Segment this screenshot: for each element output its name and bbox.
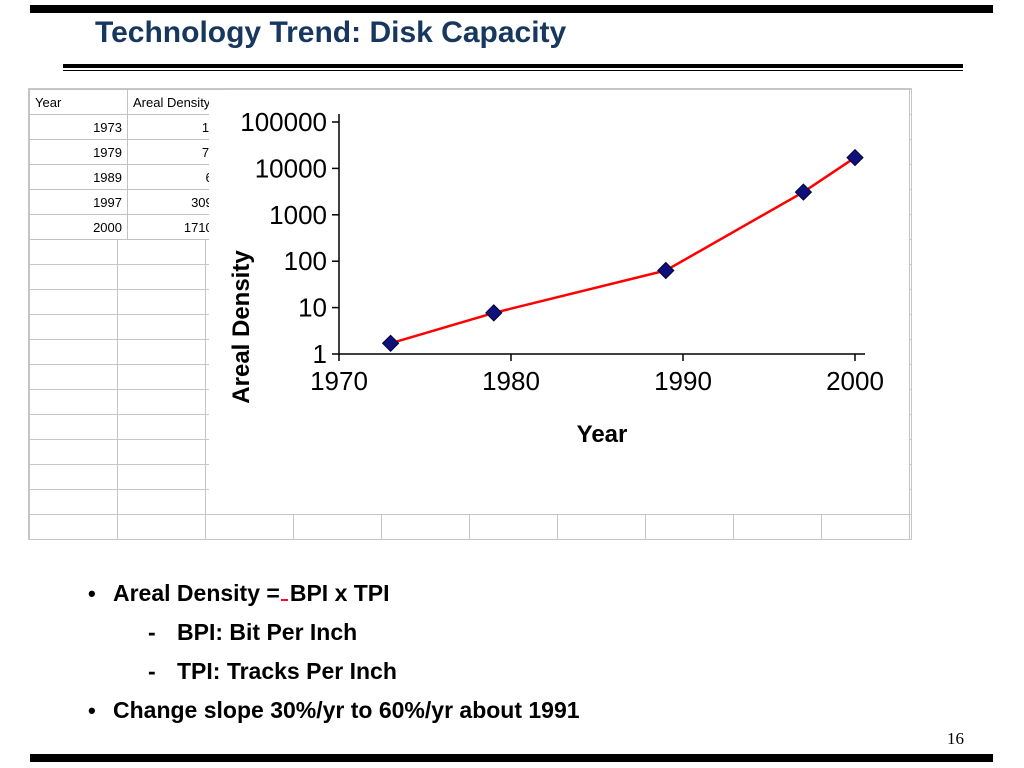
bullet-body: TPI: Tracks Per Inch bbox=[177, 658, 397, 685]
svg-text:100000: 100000 bbox=[240, 107, 327, 137]
bullet-body: BPI: Bit Per Inch bbox=[177, 619, 357, 646]
table-row: 1997 3090 bbox=[29, 189, 226, 215]
bottom-border-bar bbox=[30, 754, 993, 762]
table-header-row: Year Areal Density bbox=[29, 89, 226, 115]
bullet-item: - BPI: Bit Per Inch bbox=[88, 619, 928, 646]
table-row: 198963 bbox=[29, 164, 226, 190]
svg-text:Areal Density: Areal Density bbox=[228, 250, 255, 404]
svg-text:2000: 2000 bbox=[826, 366, 884, 396]
page-number: 16 bbox=[947, 729, 964, 748]
bullet-body: Change slope 30%/yr to 60%/yr about 1991 bbox=[113, 697, 580, 724]
bullet-text: TPI: Tracks Per Inch bbox=[177, 658, 397, 684]
areal-density-chart: 1 10 100 1000 10000 100000 1970 1980 1990 2000 Yea… bbox=[209, 90, 909, 514]
svg-text:1980: 1980 bbox=[482, 366, 540, 396]
svg-text:100: 100 bbox=[284, 246, 327, 276]
table-row: 19797.7 bbox=[29, 139, 226, 165]
bullet-list: • Areal Density = BPI x TPI - BPI: Bit Per I… bbox=[88, 580, 928, 736]
table-cell: 1973 bbox=[29, 114, 128, 140]
bullet-item: - TPI: Tracks Per Inch bbox=[88, 658, 928, 685]
bullet-body: Areal Density = BPI x TPI bbox=[113, 580, 390, 607]
table-row: 2000 17100 bbox=[29, 214, 226, 240]
top-border-bar bbox=[30, 5, 993, 13]
bullet-text: Areal Density = bbox=[113, 580, 280, 606]
table-header-cell: Year bbox=[29, 89, 128, 115]
bullet-marker: • bbox=[88, 698, 96, 723]
chart-svg: 1 10 100 1000 10000 100000 1970 1980 1990 2000 Yea… bbox=[228, 107, 884, 448]
svg-text:10000: 10000 bbox=[255, 153, 327, 183]
svg-text:1000: 1000 bbox=[269, 200, 327, 230]
bullet-marker: - bbox=[148, 658, 156, 684]
svg-text:Year: Year bbox=[577, 421, 628, 448]
table-cell: 1979 bbox=[29, 139, 128, 165]
bullet-item: • Change slope 30%/yr to 60%/yr about 199… bbox=[88, 697, 928, 724]
table-cell: 1989 bbox=[29, 164, 128, 190]
red-underscore-mark bbox=[280, 580, 288, 601]
bullet-item: • Areal Density = BPI x TPI bbox=[88, 580, 928, 607]
bullet-text: BPI: Bit Per Inch bbox=[177, 619, 358, 645]
svg-text:1: 1 bbox=[313, 339, 327, 369]
bullet-marker: - bbox=[148, 619, 156, 645]
bullet-text: BPI x TPI bbox=[289, 580, 390, 606]
title-divider-rule bbox=[63, 64, 963, 71]
svg-text:1990: 1990 bbox=[654, 366, 712, 396]
bullet-marker: • bbox=[88, 581, 96, 606]
table-cell: 1997 bbox=[29, 189, 128, 215]
svg-text:1970: 1970 bbox=[310, 366, 368, 396]
bullet-text: Change slope 30%/yr to 60%/yr about 1991 bbox=[113, 697, 580, 723]
svg-text:10: 10 bbox=[298, 293, 327, 323]
table-cell: 2000 bbox=[29, 214, 128, 240]
slide-title: Technology Trend: Disk Capacity bbox=[95, 16, 567, 49]
